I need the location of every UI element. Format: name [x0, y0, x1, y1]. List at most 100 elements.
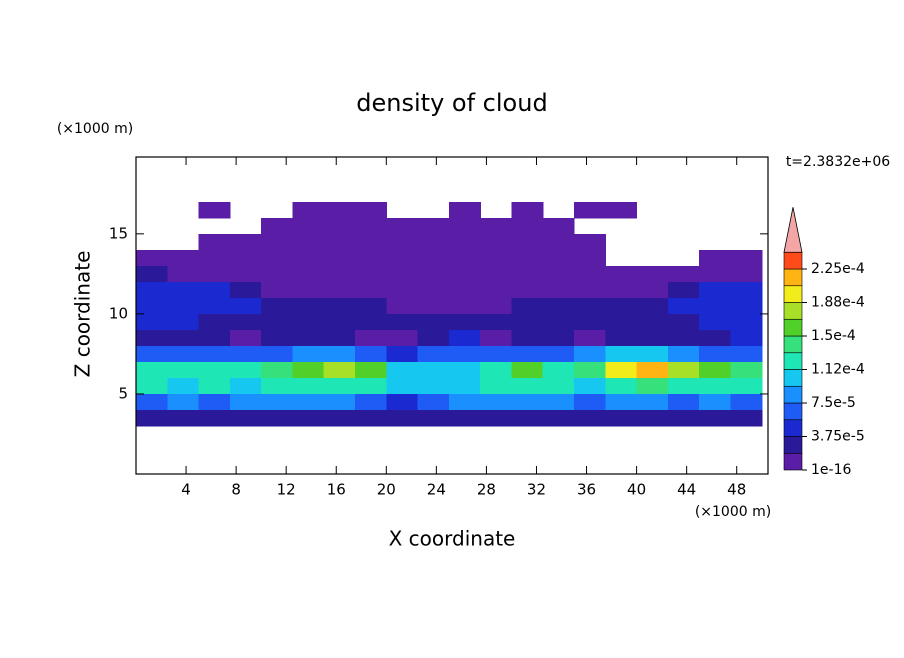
contour-cell — [386, 233, 419, 251]
contour-cell — [323, 377, 356, 395]
contour-cell — [480, 393, 513, 411]
contour-cell — [730, 345, 763, 363]
x-tick-label: 28 — [477, 481, 496, 499]
contour-cell — [386, 265, 419, 283]
contour-cell — [292, 217, 325, 235]
contour-cell — [417, 329, 450, 347]
y-tick-label: 10 — [109, 304, 128, 322]
contour-cell — [292, 393, 325, 411]
plot-frame — [135, 156, 769, 475]
contour-cell — [229, 233, 262, 251]
contour-cell — [136, 265, 168, 283]
contour-cell — [511, 297, 544, 315]
contour-cell — [542, 265, 575, 283]
contour-cell — [292, 361, 325, 379]
contour-cell — [323, 409, 356, 427]
contour-cell — [511, 265, 544, 283]
contour-cell — [511, 281, 544, 299]
contour-cell — [448, 281, 481, 299]
contour-cell — [542, 393, 575, 411]
contour-cell — [198, 201, 231, 219]
contour-cell — [511, 393, 544, 411]
contour-cell — [667, 377, 700, 395]
contour-cell — [386, 409, 419, 427]
chart-title: density of cloud — [356, 89, 547, 117]
contour-cell — [448, 217, 481, 235]
contour-cell — [542, 313, 575, 331]
contour-cell — [261, 297, 294, 315]
contour-cell — [667, 361, 700, 379]
contour-cell — [542, 361, 575, 379]
contour-cell — [198, 393, 231, 411]
annotation: t=2.3832e+06 — [786, 154, 890, 170]
x-tick-label: 16 — [327, 481, 346, 499]
contour-cell — [542, 345, 575, 363]
contour-cell — [699, 345, 732, 363]
colorbar-band — [783, 318, 803, 337]
contour-cell — [574, 361, 606, 379]
contour-cell — [636, 377, 669, 395]
contour-cell — [574, 329, 606, 347]
contour-cell — [511, 233, 544, 251]
contour-cell — [323, 313, 356, 331]
contour-cell — [480, 377, 513, 395]
contour-cell — [323, 345, 356, 363]
contour-cell — [417, 297, 450, 315]
colorbar-band — [783, 268, 803, 287]
contour-cell — [355, 329, 387, 347]
contour-cell — [699, 329, 732, 347]
contour-cell — [198, 361, 231, 379]
contour-cell — [292, 249, 325, 267]
contour-cell — [261, 233, 294, 251]
contour-cell — [511, 249, 544, 267]
colorbar-tick-label: 1.88e-4 — [811, 295, 865, 311]
contour-cell — [355, 217, 387, 235]
contour-cell — [229, 329, 262, 347]
contour-cell — [417, 233, 450, 251]
contour-cell — [448, 393, 481, 411]
contour-cell — [229, 393, 262, 411]
contour-cell — [323, 233, 356, 251]
contour-cell — [574, 265, 606, 283]
contour-cell — [386, 377, 419, 395]
contour-cell — [167, 409, 200, 427]
contour-cell — [292, 297, 325, 315]
contour-cell — [605, 281, 638, 299]
contour-cell — [574, 281, 606, 299]
contour-cell — [480, 217, 513, 235]
contour-cell — [699, 393, 732, 411]
contour-cell — [261, 265, 294, 283]
contour-cell — [292, 345, 325, 363]
contour-cell — [229, 345, 262, 363]
contour-cell — [605, 377, 638, 395]
contour-cell — [636, 329, 669, 347]
contour-cell — [323, 265, 356, 283]
colorbar-band — [783, 385, 803, 404]
contour-cell — [323, 297, 356, 315]
contour-cell — [667, 313, 700, 331]
contour-cell — [323, 281, 356, 299]
colorbar-band — [783, 251, 803, 270]
contour-cell — [136, 297, 168, 315]
contour-cell — [386, 393, 419, 411]
contour-cell — [480, 297, 513, 315]
contour-cell — [355, 345, 387, 363]
contour-cell — [605, 329, 638, 347]
contour-cell — [480, 233, 513, 251]
contour-cell — [417, 345, 450, 363]
contour-cell — [636, 297, 669, 315]
contour-cell — [417, 409, 450, 427]
contour-cell — [417, 377, 450, 395]
x-axis-label: X coordinate — [389, 527, 516, 551]
colorbar-tick-label: 7.5e-5 — [811, 395, 856, 411]
contour-cell — [730, 281, 763, 299]
contour-cell — [667, 393, 700, 411]
colorbar-tick-label: 1.12e-4 — [811, 362, 865, 378]
contour-cell — [511, 313, 544, 331]
x-tick-label: 8 — [231, 481, 241, 499]
contour-cell — [167, 281, 200, 299]
contour-cell — [167, 361, 200, 379]
contour-cell — [480, 265, 513, 283]
colorbar-band — [783, 369, 803, 387]
